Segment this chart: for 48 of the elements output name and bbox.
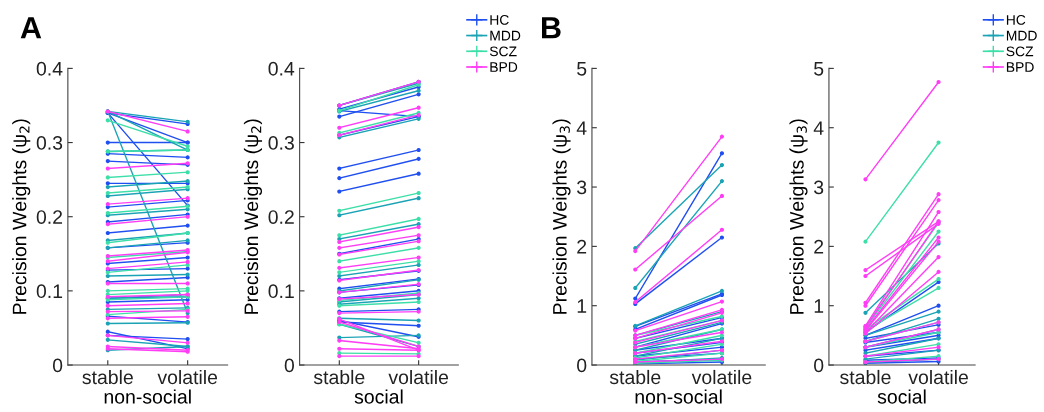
y-axis-title: Precision Weights (ψ$_{3}$) bbox=[552, 119, 571, 314]
legend-label: SCZ bbox=[489, 46, 517, 57]
y-tick-label: 0.4 bbox=[36, 61, 63, 76]
y-tick-label: 0.2 bbox=[36, 210, 63, 224]
y-tick-label: 3 bbox=[577, 180, 587, 195]
text: B bbox=[542, 17, 561, 39]
y-tick-label: 0.1 bbox=[268, 284, 294, 299]
y-tick-label: 0.3 bbox=[36, 136, 63, 150]
x-tick-label: volatile bbox=[691, 369, 752, 385]
y-tick-label: 3 bbox=[814, 180, 824, 195]
x-axis-title: social bbox=[877, 389, 926, 404]
y-tick-label: 0 bbox=[284, 358, 295, 373]
x-axis-title: non-social bbox=[635, 389, 722, 404]
x-tick-label: stable bbox=[609, 369, 661, 385]
y-tick-label: 1 bbox=[577, 299, 587, 313]
y-axis-title: Precision Weights (ψ$_{3}$) bbox=[789, 119, 808, 314]
x-tick-label: stable bbox=[313, 369, 365, 385]
text: A bbox=[20, 17, 42, 39]
y-tick-label: 5 bbox=[814, 62, 824, 76]
legend-label: MDD bbox=[1006, 30, 1037, 41]
y-tick-label: 1 bbox=[814, 299, 824, 313]
x-tick-label: volatile bbox=[388, 369, 449, 385]
y-tick-label: 5 bbox=[577, 62, 587, 76]
y-tick-label: 2 bbox=[577, 239, 587, 254]
y-tick-label: 0.1 bbox=[36, 284, 63, 299]
y-tick-label: 0.3 bbox=[268, 136, 294, 150]
y-axis-title: Precision Weights (ψ$_{2}$) bbox=[243, 119, 263, 314]
x-tick-label: stable bbox=[82, 369, 133, 385]
legend-label: SCZ bbox=[1006, 46, 1034, 57]
x-axis-title: social bbox=[354, 389, 403, 404]
legend-label: BPD bbox=[490, 62, 518, 72]
y-tick-label: 0.2 bbox=[268, 210, 294, 224]
y-tick-label: 0 bbox=[814, 358, 824, 373]
legend-label: HC bbox=[1006, 14, 1026, 25]
x-tick-label: volatile bbox=[908, 369, 968, 385]
legend-label: HC bbox=[490, 14, 509, 25]
x-tick-label: volatile bbox=[157, 369, 218, 385]
y-tick-label: 0 bbox=[577, 358, 587, 373]
x-tick-label: stable bbox=[840, 369, 891, 385]
legend-label: BPD bbox=[1006, 62, 1034, 72]
x-axis-title: non-social bbox=[104, 389, 191, 404]
y-axis-title: Precision Weights (ψ$_{2}$) bbox=[12, 119, 31, 314]
y-tick-label: 4 bbox=[576, 121, 587, 135]
legend-label: MDD bbox=[490, 30, 521, 41]
y-tick-label: 0.4 bbox=[268, 61, 295, 76]
y-tick-label: 4 bbox=[813, 121, 824, 135]
y-tick-label: 2 bbox=[814, 239, 824, 254]
y-tick-label: 0 bbox=[52, 358, 63, 373]
